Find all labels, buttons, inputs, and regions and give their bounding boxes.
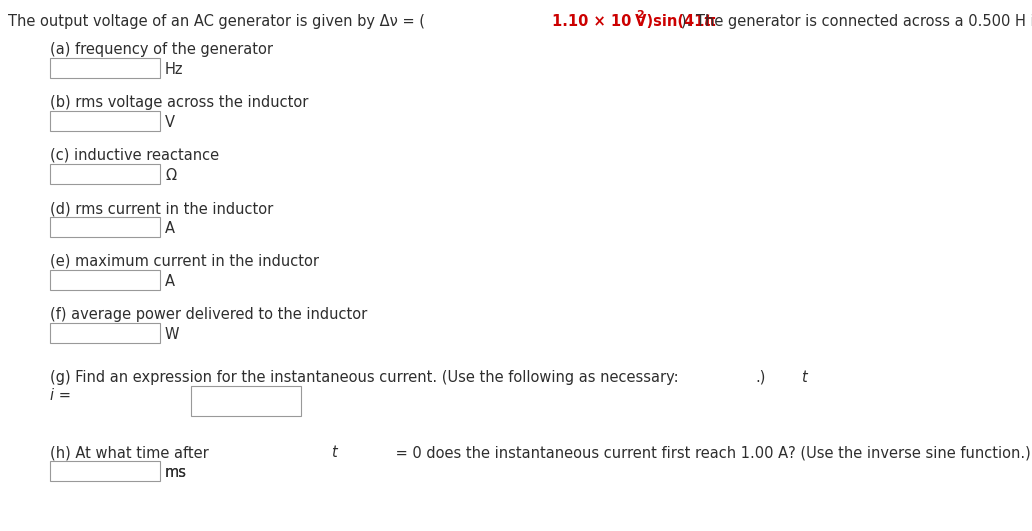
Text: ms: ms [165,465,187,480]
Text: 1.10 × 10: 1.10 × 10 [552,14,632,29]
Text: Hz: Hz [165,62,184,77]
Bar [50,461,160,481]
Text: A: A [165,274,175,289]
Text: = 0 does the instantaneous current first reach 1.00 A? (Use the inverse sine fun: = 0 does the instantaneous current first… [391,445,1031,460]
Text: t: t [703,14,710,29]
Text: (h) At what time after: (h) At what time after [50,445,214,460]
Bar [50,164,160,184]
Bar [191,386,300,416]
Text: A: A [165,221,175,236]
Text: (c) inductive reactance: (c) inductive reactance [50,148,219,163]
Text: (e) maximum current in the inductor: (e) maximum current in the inductor [50,254,319,269]
Bar [50,111,160,131]
Text: t: t [801,370,807,385]
Text: i =: i = [50,388,71,403]
Text: ). The generator is connected across a 0.500 H inductor. Find the following.: ). The generator is connected across a 0… [681,14,1032,29]
Text: .): .) [755,370,766,385]
Text: (a) frequency of the generator: (a) frequency of the generator [50,42,273,57]
Text: (b) rms voltage across the inductor: (b) rms voltage across the inductor [50,95,309,110]
Text: t: t [331,445,336,460]
Text: (f) average power delivered to the inductor: (f) average power delivered to the induc… [50,307,367,322]
Bar [50,58,160,78]
Text: V)sin(41π: V)sin(41π [630,14,716,29]
Bar [50,217,160,237]
Bar [50,323,160,343]
Bar [50,270,160,290]
Text: (g) Find an expression for the instantaneous current. (Use the following as nece: (g) Find an expression for the instantan… [50,370,683,385]
Text: ms: ms [165,465,187,480]
Text: 2: 2 [637,10,644,20]
Text: Ω: Ω [165,168,176,183]
Text: W: W [165,327,180,342]
Text: V: V [165,115,175,130]
Text: The output voltage of an AC generator is given by Δν = (: The output voltage of an AC generator is… [8,14,425,29]
Text: (d) rms current in the inductor: (d) rms current in the inductor [50,201,273,216]
